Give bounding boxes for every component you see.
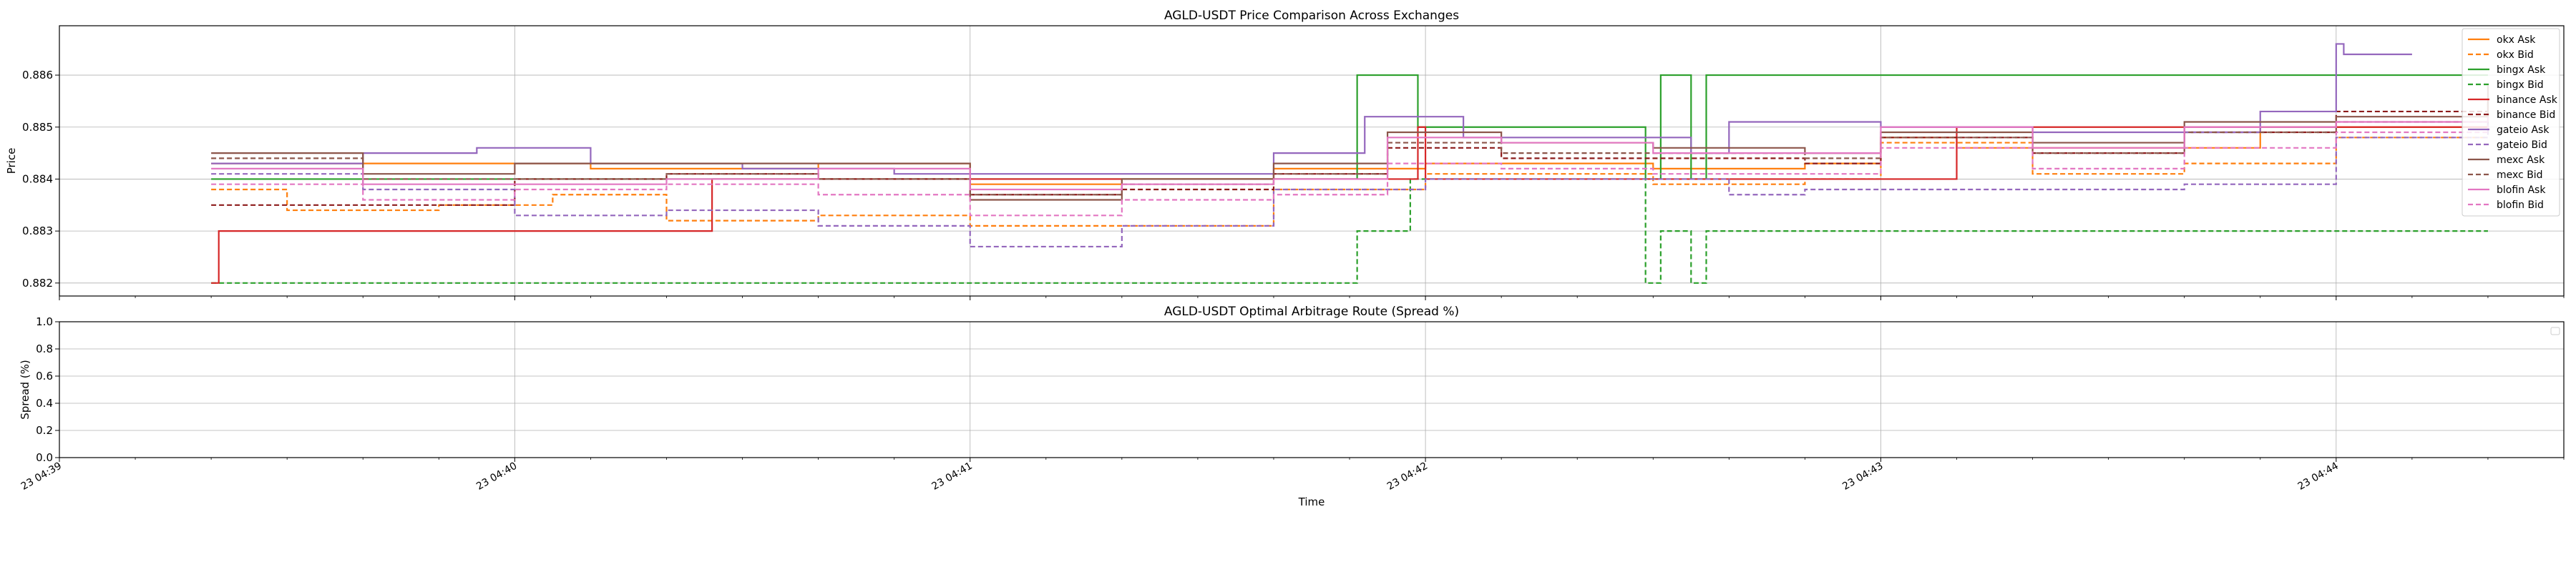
x-tick-label: 23 04:40 [474, 460, 519, 493]
price-comparison-chart: AGLD-USDT Price Comparison Across Exchan… [5, 9, 2565, 297]
series-line-gateio-ask [211, 43, 2412, 175]
x-tick-label: 23 04:41 [930, 460, 974, 493]
x-tick-label: 23 04:43 [1840, 460, 1885, 493]
y-tick-label: 0.886 [22, 69, 53, 82]
x-tick-label: 23 04:39 [19, 460, 64, 493]
x-axis-label: Time [1298, 495, 1325, 508]
series-group [211, 43, 2489, 284]
legend-label: gateio Bid [2497, 139, 2547, 151]
y-tick-label: 0.882 [22, 277, 53, 290]
spread-chart: AGLD-USDT Optimal Arbitrage Route (Sprea… [19, 296, 2565, 508]
legend-label: bingx Ask [2497, 64, 2546, 76]
x-tick-label: 23 04:44 [2296, 460, 2341, 493]
series-line-okx-bid [211, 137, 2488, 227]
chart-title: AGLD-USDT Price Comparison Across Exchan… [1164, 9, 1459, 23]
plot-frame [59, 25, 2565, 297]
legend-label: bingx Bid [2497, 79, 2544, 91]
y-axis-label: Price [5, 148, 18, 174]
y-tick-label: 0.883 [22, 225, 53, 237]
y-tick-label: 0.2 [36, 424, 53, 437]
legend-label: blofin Ask [2497, 184, 2546, 196]
grid [59, 26, 2564, 296]
legend-label: mexc Bid [2497, 169, 2543, 181]
legend: okx Ask okx Bid bingx Ask bingx Bid binance … [2462, 28, 2560, 217]
series-line-gateio-bid [211, 117, 2489, 248]
x-axis-ticks: 23 04:39 23 04:40 23 04:41 23 04:42 23 04:43… [19, 296, 2565, 493]
legend-label: blofin Bid [2497, 199, 2544, 211]
legend-label: binance Bid [2497, 109, 2555, 121]
grid [59, 321, 2564, 458]
legend-label: gateio Ask [2497, 124, 2550, 136]
y-tick-label: 0.8 [36, 342, 53, 355]
series-line-binance-ask [211, 122, 2489, 284]
series-line-okx-ask [211, 126, 2488, 185]
y-tick-label: 1.0 [36, 315, 53, 328]
legend-box [2462, 28, 2560, 217]
y-axis-ticks: 0.0 0.2 0.4 0.6 0.8 1.0 [36, 315, 59, 464]
y-axis-label: Spread (%) [19, 360, 31, 420]
series-line-bingx-bid [211, 178, 2488, 284]
y-tick-label: 0.0 [36, 451, 53, 464]
empty-legend-box [2550, 327, 2560, 335]
series-line-blofin-bid [211, 117, 2489, 217]
series-line-blofin-ask [211, 121, 2488, 191]
legend-label: mexc Ask [2497, 154, 2545, 166]
plot-frame [59, 321, 2565, 458]
chart-title: AGLD-USDT Optimal Arbitrage Route (Sprea… [1164, 305, 1459, 319]
x-tick-label: 23 04:42 [1385, 460, 1430, 493]
y-tick-label: 0.885 [22, 121, 53, 134]
y-tick-label: 0.6 [36, 370, 53, 383]
y-axis-ticks: 0.882 0.883 0.884 0.885 0.886 [22, 69, 59, 290]
series-line-mexc-ask [211, 85, 2489, 201]
y-tick-label: 0.4 [36, 397, 53, 410]
legend-label: okx Bid [2497, 49, 2534, 61]
legend-label: okx Ask [2497, 34, 2536, 46]
legend-label: binance Ask [2497, 94, 2558, 106]
y-tick-label: 0.884 [22, 172, 53, 185]
